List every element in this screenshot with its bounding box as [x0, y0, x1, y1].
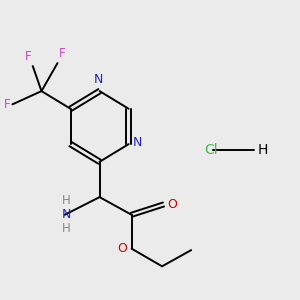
Text: H: H: [62, 194, 70, 207]
Text: N: N: [133, 136, 142, 149]
Text: H: H: [62, 222, 70, 235]
Text: F: F: [59, 47, 65, 60]
Text: O: O: [167, 198, 177, 211]
Text: N: N: [94, 73, 103, 86]
Text: F: F: [4, 98, 10, 111]
Text: H: H: [258, 143, 268, 157]
Text: O: O: [117, 242, 127, 255]
Text: N: N: [61, 208, 71, 221]
Text: Cl: Cl: [204, 143, 218, 157]
Text: F: F: [25, 50, 31, 63]
